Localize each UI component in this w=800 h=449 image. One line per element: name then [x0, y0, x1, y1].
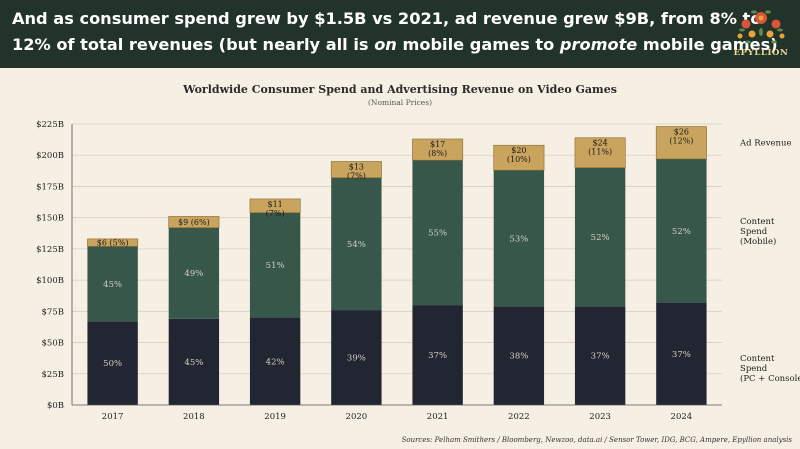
- legend-label-line: Spend: [740, 364, 768, 374]
- floral-logo-icon: [737, 10, 785, 44]
- y-tick-label: $150B: [36, 214, 64, 224]
- bar-segment: [574, 167, 626, 307]
- y-tick-label: $0B: [47, 401, 64, 411]
- bar-label: 51%: [266, 261, 285, 271]
- y-tick-label: $200B: [36, 151, 64, 161]
- bar-label: $17 (8%): [428, 140, 447, 158]
- bar-label: 38%: [509, 352, 528, 362]
- legend-label-line: Content: [740, 354, 775, 364]
- bar-segment: [412, 138, 464, 161]
- y-tick-label: $75B: [42, 307, 64, 317]
- bar-segment: [87, 246, 138, 322]
- bar-label: 42%: [266, 357, 285, 367]
- bar-segment: [574, 137, 626, 169]
- bar-label: 54%: [347, 240, 366, 250]
- bar-segment: [249, 212, 301, 318]
- bar-label: 50%: [103, 359, 122, 369]
- x-tick-label: 2018: [183, 412, 205, 422]
- bar-segment: [493, 144, 545, 171]
- bar-segment: [656, 158, 707, 303]
- legend-label: Content Spend (PC + Console): [740, 354, 800, 384]
- bar-segment: [656, 302, 707, 405]
- y-tick-label: $175B: [36, 182, 64, 192]
- y-tick-label: $100B: [36, 276, 64, 286]
- bar-segment: [412, 160, 463, 306]
- bar-label: $24 (11%): [588, 139, 612, 157]
- bar-segment: [412, 305, 463, 405]
- x-tick-label: 2024: [671, 412, 693, 422]
- bar-label: 37%: [672, 350, 691, 360]
- x-tick-label: 2021: [427, 412, 449, 422]
- chart-title: Worldwide Consumer Spend and Advertising…: [183, 83, 617, 96]
- headline-part: on: [374, 35, 397, 54]
- headline-part: 12% of total revenues (but nearly all is: [12, 35, 375, 54]
- legend-label: Content Spend (Mobile): [740, 217, 776, 247]
- headline-part: promote: [559, 35, 638, 54]
- bar-segment: [87, 321, 138, 405]
- source-note: Sources: Pelham Smithers / Bloomberg, Ne…: [401, 436, 792, 444]
- bar-segment: [87, 238, 139, 247]
- bar-segment: [249, 317, 301, 405]
- bar-label: 55%: [428, 229, 447, 239]
- x-tick-label: 2020: [346, 412, 368, 422]
- bar-segment: [168, 227, 220, 319]
- bar-segment: [331, 310, 382, 405]
- headline-part: And as consumer spend grew by $1.5B vs 2…: [12, 9, 762, 28]
- legend-label: Ad Revenue: [739, 139, 792, 149]
- bar-segment: [330, 161, 382, 179]
- bar-label: 49%: [184, 269, 203, 279]
- bar-label: 52%: [672, 227, 691, 237]
- y-tick-label: $25B: [42, 370, 64, 380]
- y-tick-label: $225B: [36, 120, 64, 130]
- bar-label: $13 (7%): [347, 162, 366, 180]
- bar-segment: [168, 216, 220, 228]
- legend-label-line: (PC + Console): [740, 373, 800, 384]
- bar-segment: [249, 198, 301, 213]
- x-tick-label: 2019: [264, 412, 286, 422]
- legend-label-line: Spend: [740, 227, 768, 237]
- bar-segment: [493, 170, 545, 307]
- bar-label: 53%: [509, 234, 528, 244]
- bar-label: 45%: [103, 280, 122, 290]
- bar-label: $20 (10%): [507, 146, 531, 164]
- legend-label-line: (Mobile): [740, 236, 776, 247]
- bar-label: 37%: [428, 351, 447, 361]
- bar-label: $6 (5%): [97, 239, 129, 248]
- headline-part: mobile games): [637, 35, 778, 54]
- bars: 50% 45% $6 (5%) 45% 49% $9 (6%) 42% 51% $11 (7%) 3…: [87, 126, 707, 405]
- bar-label: 37%: [591, 352, 610, 362]
- bar-segment: [574, 306, 626, 405]
- x-tick-label: 2022: [508, 412, 530, 422]
- headline-part: mobile games to: [396, 35, 560, 54]
- bar-segment: [493, 306, 545, 405]
- bar-segment: [655, 126, 707, 160]
- x-tick-label: 2017: [102, 412, 124, 422]
- bar-label: $11 (7%): [266, 200, 285, 218]
- y-tick-label: $50B: [42, 339, 64, 349]
- chart-subtitle: (Nominal Prices): [367, 98, 433, 107]
- legend-label-line: Ad Revenue: [739, 139, 792, 149]
- bar-label: 39%: [347, 354, 366, 364]
- brand-name: EPYLLION: [733, 48, 789, 58]
- axes: $0B $25B $50B $75B $100B $125B $150B $175B $200B…: [36, 120, 722, 422]
- bar-segment: [168, 318, 220, 405]
- bar-label: $26 (12%): [669, 127, 693, 145]
- header-banner: And as consumer spend grew by $1.5B vs 2…: [0, 0, 800, 68]
- legend-label-line: Content: [740, 217, 775, 227]
- headline: And as consumer spend grew by $1.5B vs 2…: [12, 6, 778, 58]
- bar-label: 45%: [184, 358, 203, 368]
- bar-segment: [331, 177, 382, 311]
- bar-label: $9 (6%): [178, 218, 210, 227]
- x-tick-label: 2023: [589, 412, 611, 422]
- y-tick-label: $125B: [36, 245, 64, 255]
- bar-label: 52%: [591, 233, 610, 243]
